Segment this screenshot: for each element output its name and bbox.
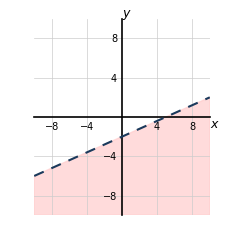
- Text: y: y: [122, 7, 129, 20]
- Text: x: x: [210, 118, 217, 131]
- Polygon shape: [34, 97, 209, 215]
